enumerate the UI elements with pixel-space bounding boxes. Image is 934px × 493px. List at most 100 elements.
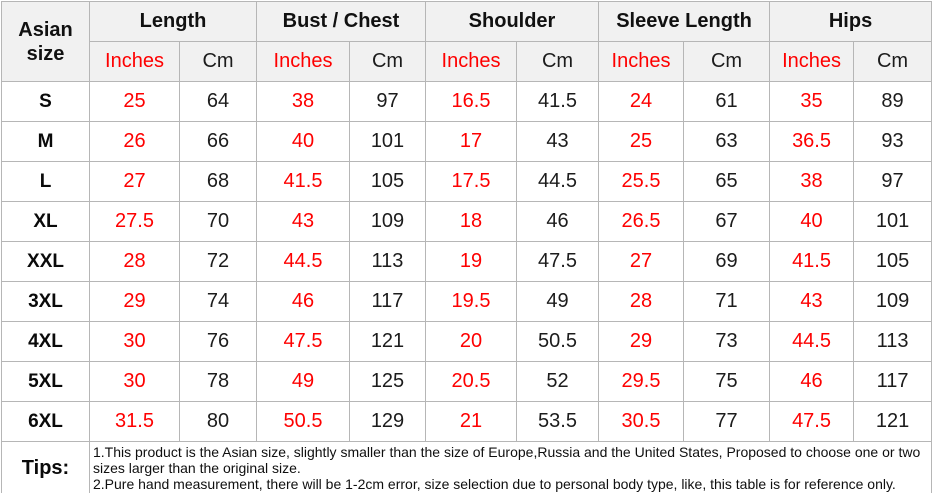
- unit-header-inches: Inches: [598, 41, 685, 82]
- unit-header-cm: Cm: [515, 41, 600, 82]
- table-footer: Tips: 1.This product is the Asian size, …: [1, 441, 933, 493]
- value-inches: 41.5: [769, 241, 855, 282]
- table-row: XXL 28 72 44.5 113 19 47.5 27 69 41.5 105: [1, 241, 933, 282]
- value-inches: 18: [425, 201, 517, 242]
- group-header-bust-chest: Bust / Chest: [256, 1, 426, 42]
- value-inches: 38: [256, 81, 350, 122]
- value-inches: 26: [89, 121, 180, 162]
- value-inches: 17: [425, 121, 517, 162]
- size-label: XL: [1, 201, 90, 242]
- value-inches: 44.5: [256, 241, 350, 282]
- value-cm: 117: [349, 281, 426, 322]
- table-row: 5XL 30 78 49 125 20.5 52 29.5 75 46 117: [1, 361, 933, 402]
- value-inches: 49: [256, 361, 350, 402]
- size-label: 6XL: [1, 401, 90, 442]
- value-inches: 44.5: [769, 321, 855, 362]
- value-cm: 69: [683, 241, 771, 282]
- value-cm: 101: [349, 121, 426, 162]
- size-label: L: [1, 161, 90, 202]
- value-cm: 75: [683, 361, 771, 402]
- value-inches: 43: [769, 281, 855, 322]
- unit-header-cm: Cm: [853, 41, 933, 82]
- size-label: M: [1, 121, 90, 162]
- group-header-row: Asian size Length Bust / Chest Shoulder …: [1, 1, 933, 82]
- table-header: Asian size Length Bust / Chest Shoulder …: [1, 1, 933, 82]
- value-cm: 44.5: [515, 161, 600, 202]
- unit-header-row: Inches Cm Inches Cm Inches Cm Inches Cm …: [2, 41, 933, 82]
- tips-line-2: 2.Pure hand measurement, there will be 1…: [93, 476, 896, 492]
- table-body: S 25 64 38 97 16.5 41.5 24 61 35 89 M 26 66 40 101 17 43 2…: [1, 81, 933, 442]
- table-row: 6XL 31.5 80 50.5 129 21 53.5 30.5 77 47.5 121: [1, 401, 933, 442]
- value-inches: 20: [425, 321, 517, 362]
- value-inches: 19.5: [425, 281, 517, 322]
- value-inches: 28: [89, 241, 180, 282]
- group-header-sleeve-length: Sleeve Length: [598, 1, 771, 42]
- value-cm: 129: [349, 401, 426, 442]
- group-header-hips: Hips: [769, 1, 933, 42]
- value-cm: 121: [349, 321, 426, 362]
- unit-header-cm: Cm: [349, 41, 426, 82]
- value-cm: 97: [349, 81, 426, 122]
- value-cm: 46: [515, 201, 600, 242]
- value-cm: 65: [683, 161, 771, 202]
- value-cm: 105: [853, 241, 933, 282]
- value-cm: 71: [683, 281, 771, 322]
- value-cm: 61: [683, 81, 771, 122]
- value-inches: 38: [769, 161, 855, 202]
- size-label: 4XL: [1, 321, 90, 362]
- value-cm: 70: [179, 201, 257, 242]
- value-cm: 66: [179, 121, 257, 162]
- value-inches: 20.5: [425, 361, 517, 402]
- tips-text: 1.This product is the Asian size, slight…: [88, 441, 933, 493]
- value-inches: 25.5: [598, 161, 685, 202]
- value-cm: 101: [853, 201, 933, 242]
- value-inches: 21: [425, 401, 517, 442]
- value-inches: 30: [89, 321, 180, 362]
- size-label: S: [1, 81, 90, 122]
- value-inches: 26.5: [598, 201, 685, 242]
- value-cm: 50.5: [515, 321, 600, 362]
- tips-line-1: 1.This product is the Asian size, slight…: [93, 444, 921, 476]
- value-cm: 77: [683, 401, 771, 442]
- value-cm: 80: [179, 401, 257, 442]
- value-inches: 40: [256, 121, 350, 162]
- value-inches: 28: [598, 281, 685, 322]
- value-inches: 29.5: [598, 361, 685, 402]
- tips-label: Tips:: [1, 441, 90, 493]
- value-cm: 125: [349, 361, 426, 402]
- value-inches: 50.5: [256, 401, 350, 442]
- value-cm: 74: [179, 281, 257, 322]
- value-inches: 29: [89, 281, 180, 322]
- size-label: 3XL: [1, 281, 90, 322]
- value-cm: 76: [179, 321, 257, 362]
- table-row: XL 27.5 70 43 109 18 46 26.5 67 40 101: [1, 201, 933, 242]
- group-header-length: Length: [89, 1, 257, 42]
- value-cm: 109: [853, 281, 933, 322]
- value-inches: 46: [256, 281, 350, 322]
- value-cm: 49: [515, 281, 600, 322]
- value-cm: 109: [349, 201, 426, 242]
- value-cm: 117: [853, 361, 933, 402]
- value-cm: 47.5: [515, 241, 600, 282]
- unit-header-cm: Cm: [683, 41, 771, 82]
- value-inches: 19: [425, 241, 517, 282]
- value-cm: 97: [853, 161, 933, 202]
- value-inches: 46: [769, 361, 855, 402]
- table-row: 4XL 30 76 47.5 121 20 50.5 29 73 44.5 113: [1, 321, 933, 362]
- value-cm: 113: [349, 241, 426, 282]
- value-inches: 27: [598, 241, 685, 282]
- unit-header-inches: Inches: [425, 41, 517, 82]
- table-row: M 26 66 40 101 17 43 25 63 36.5 93: [1, 121, 933, 162]
- value-inches: 27: [89, 161, 180, 202]
- value-cm: 113: [853, 321, 933, 362]
- value-inches: 27.5: [89, 201, 180, 242]
- unit-header-inches: Inches: [256, 41, 350, 82]
- value-cm: 73: [683, 321, 771, 362]
- value-cm: 121: [853, 401, 933, 442]
- group-header-shoulder: Shoulder: [424, 1, 600, 42]
- value-cm: 78: [179, 361, 257, 402]
- value-inches: 35: [769, 81, 855, 122]
- value-cm: 64: [179, 81, 257, 122]
